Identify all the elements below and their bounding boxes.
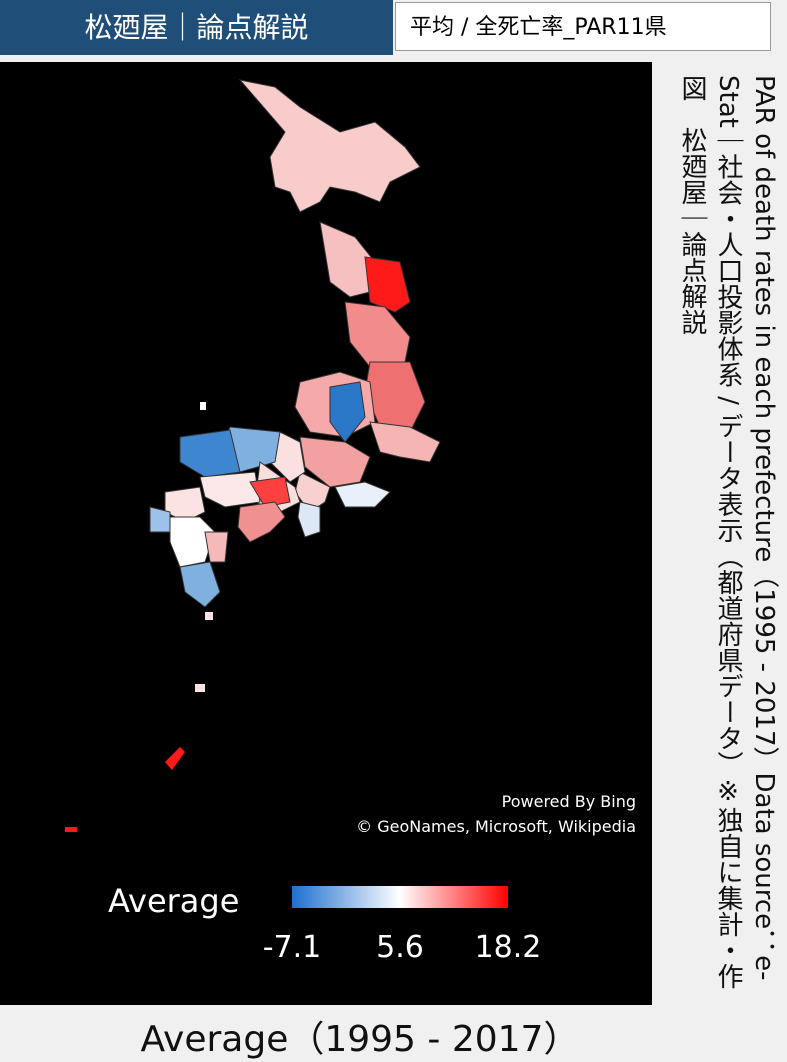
legend-mid: 5.6 xyxy=(376,930,424,965)
island xyxy=(195,684,205,692)
island xyxy=(165,747,185,770)
map: Powered By Bing © GeoNames, Microsoft, W… xyxy=(0,62,652,1005)
island xyxy=(65,827,77,832)
legend-min: -7.1 xyxy=(263,930,322,965)
legend-title: Average xyxy=(108,882,239,920)
legend-max: 18.2 xyxy=(475,930,542,965)
footer-title: Average（1995 - 2017） xyxy=(140,1019,580,1060)
map-credit: Powered By Bing xyxy=(502,792,636,811)
map-credit: © GeoNames, Microsoft, Wikipedia xyxy=(356,817,636,836)
island xyxy=(205,612,213,620)
map-background xyxy=(0,62,652,1005)
legend-gradient xyxy=(292,886,508,908)
source-note: PAR of death rates in each prefecture（19… xyxy=(677,75,779,990)
island xyxy=(200,402,206,410)
prefectures xyxy=(149,79,441,608)
header-subtitle: 平均 / 全死亡率_PAR11県 xyxy=(395,2,771,51)
header-title: 松廼屋｜論点解説 xyxy=(0,0,393,55)
